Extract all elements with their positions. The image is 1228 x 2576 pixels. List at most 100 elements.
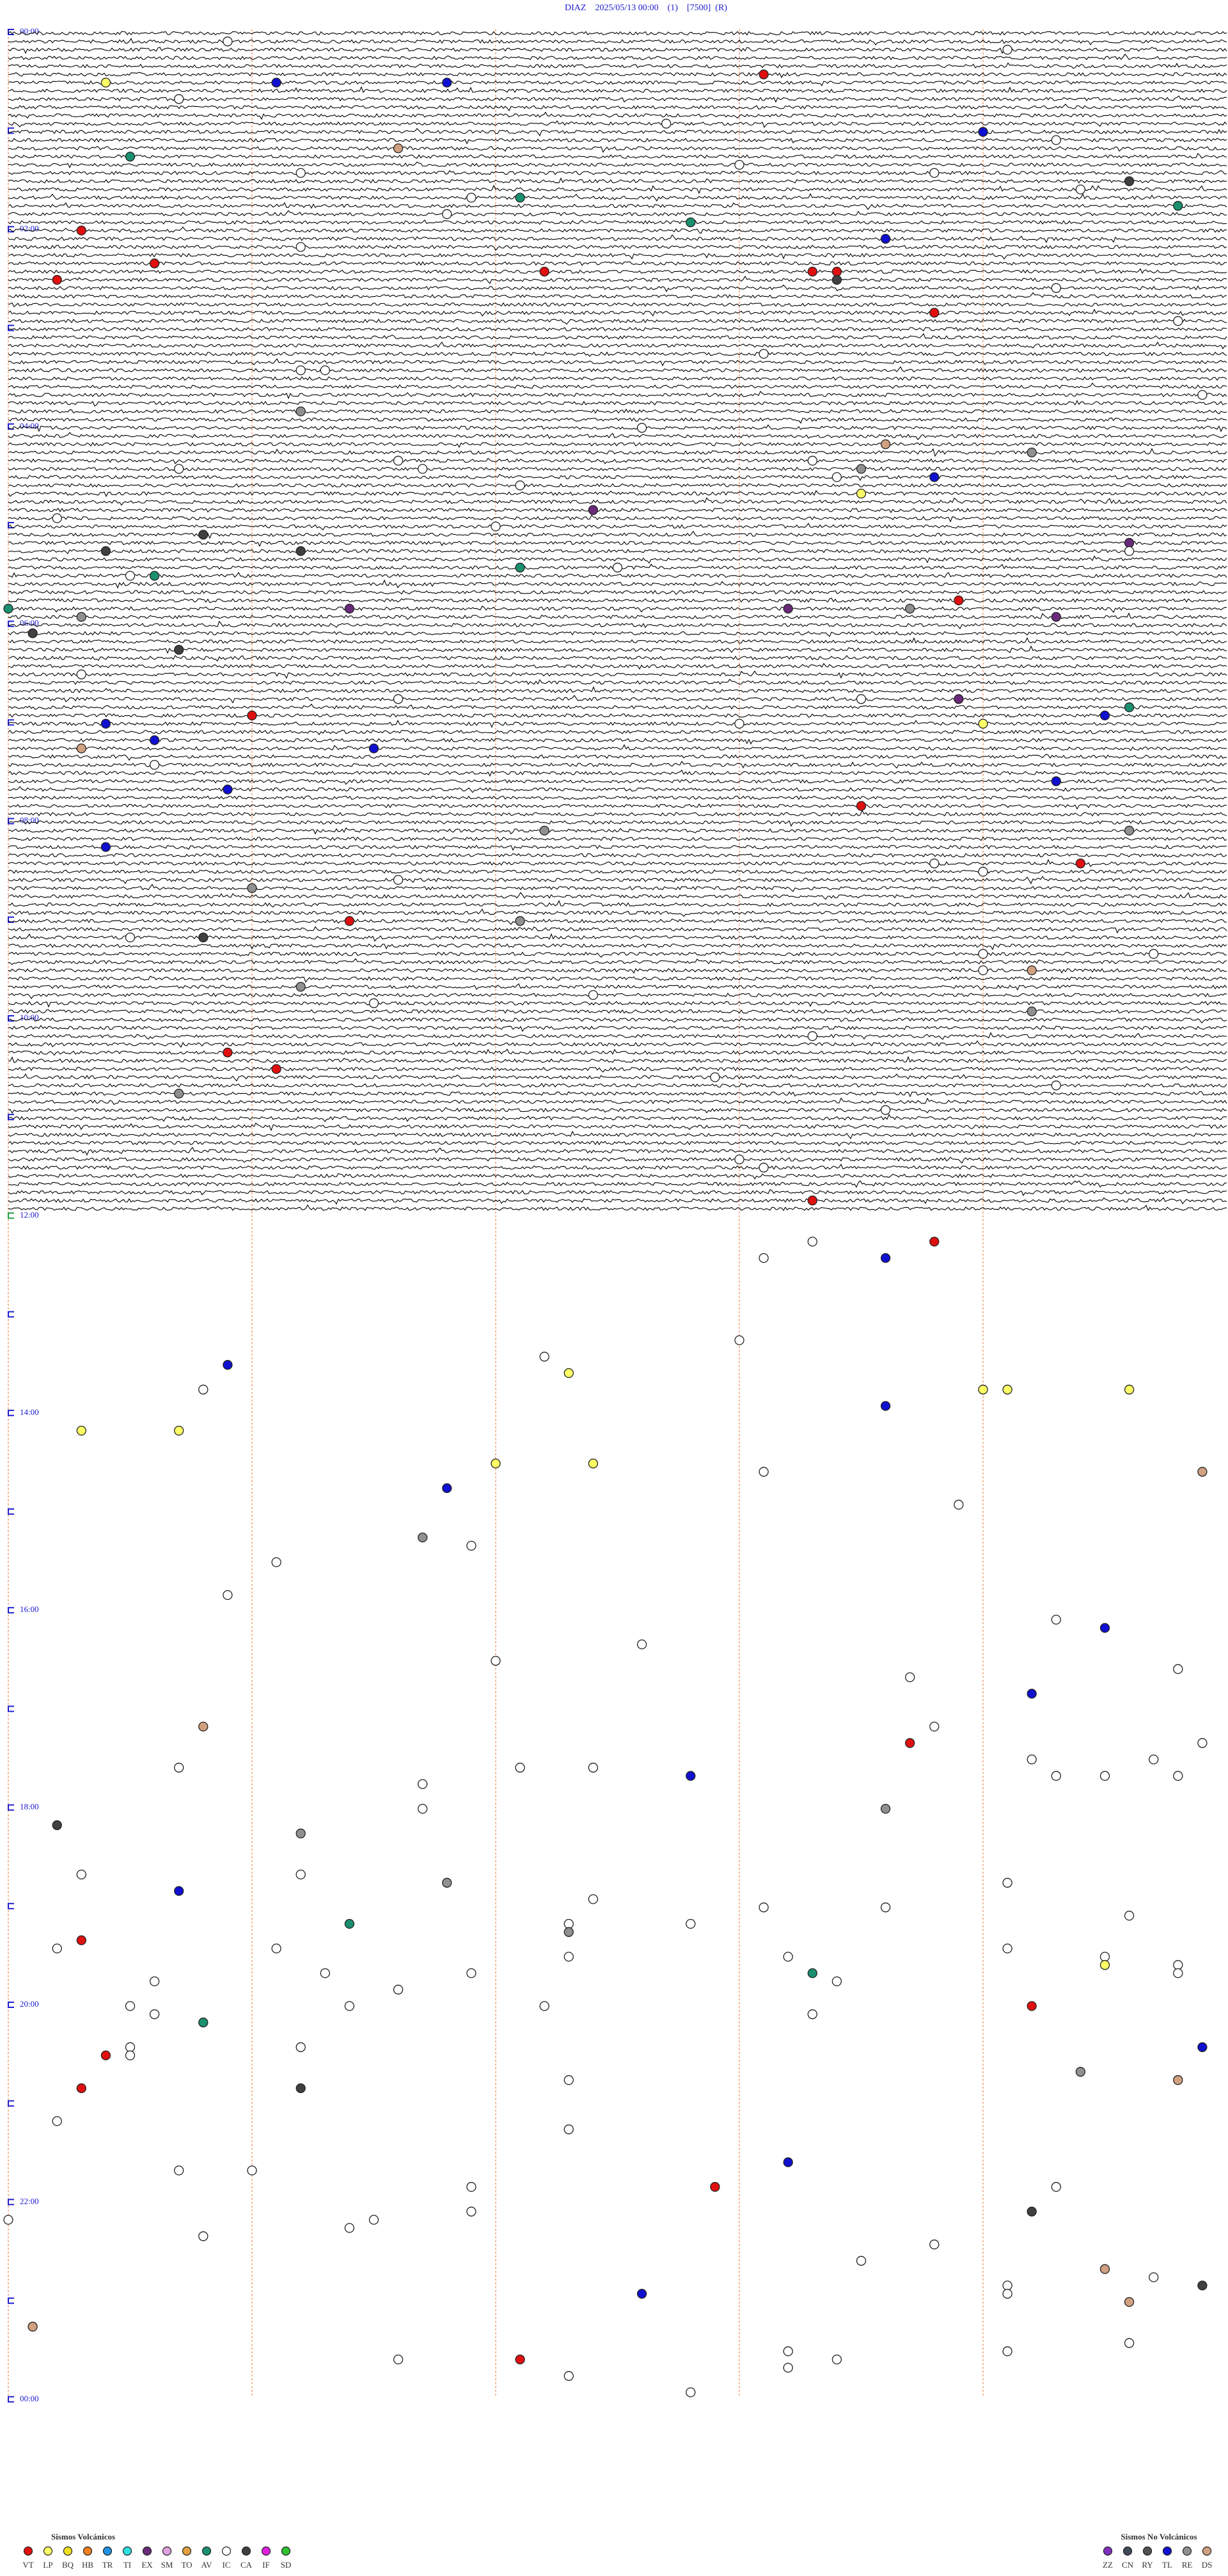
event-marker (636, 2289, 647, 2299)
event-marker (344, 603, 355, 614)
event-marker (759, 1162, 769, 1173)
trace (8, 530, 1227, 539)
event-marker (174, 94, 184, 104)
event-marker (28, 2321, 38, 2332)
trace (8, 541, 1227, 548)
trace (8, 908, 1227, 917)
legend-code: AV (201, 2560, 212, 2570)
event-marker (807, 455, 817, 466)
event-marker (734, 1335, 744, 1345)
trace (8, 390, 1227, 400)
event-marker (223, 784, 233, 794)
event-marker (491, 1655, 501, 1666)
hour-marker (8, 522, 14, 528)
event-marker (636, 1639, 647, 1650)
event-marker (125, 571, 136, 581)
event-marker (52, 1820, 62, 1830)
trace (8, 253, 1227, 260)
legend-swatch (281, 2546, 291, 2556)
event-marker (880, 1401, 891, 1411)
event-marker (1027, 1754, 1037, 1765)
legend-code: IF (262, 2560, 270, 2570)
trace (8, 1017, 1227, 1024)
legend-swatch (122, 2546, 132, 2556)
legend-swatch (1142, 2546, 1153, 2556)
hour-marker (8, 127, 14, 134)
trace (8, 201, 1227, 210)
trace (8, 744, 1227, 752)
event-marker (295, 981, 306, 992)
legend-swatch (43, 2546, 53, 2556)
trace (8, 1157, 1227, 1164)
event-marker (295, 242, 306, 252)
event-marker (295, 1869, 306, 1880)
event-marker (1197, 1467, 1208, 1477)
trace (8, 31, 1227, 36)
event-marker (125, 2001, 136, 2011)
event-marker (393, 694, 404, 704)
legend-code: RE (1182, 2560, 1193, 2570)
trace (8, 457, 1227, 464)
event-marker (1075, 858, 1086, 869)
event-marker (880, 439, 891, 450)
trace (8, 631, 1227, 637)
trace (8, 663, 1227, 670)
hour-marker (8, 1409, 14, 1416)
event-marker (1124, 546, 1135, 557)
event-marker (1149, 949, 1159, 959)
event-marker (1027, 1006, 1037, 1016)
event-marker (295, 2042, 306, 2052)
event-marker (320, 1968, 330, 1979)
trace (8, 926, 1227, 934)
trace (8, 943, 1227, 951)
event-marker (1173, 201, 1183, 211)
hour-marker (8, 916, 14, 923)
event-marker (76, 1935, 86, 1945)
event-marker (539, 266, 549, 277)
trace (8, 210, 1227, 217)
event-marker (1075, 2067, 1086, 2077)
event-marker (149, 759, 160, 770)
event-marker (149, 258, 160, 269)
event-marker (368, 998, 379, 1008)
trace (8, 358, 1227, 367)
event-marker (76, 743, 86, 754)
trace (8, 983, 1227, 991)
event-marker (954, 1499, 964, 1510)
event-marker (539, 825, 549, 836)
event-marker (149, 2009, 160, 2019)
event-marker (880, 1902, 891, 1913)
legend-code: TI (123, 2560, 131, 2570)
event-marker (100, 546, 111, 557)
event-marker (1099, 710, 1110, 721)
event-marker (223, 1360, 233, 1370)
trace (8, 555, 1227, 564)
event-marker (442, 209, 452, 219)
trace (8, 382, 1227, 390)
event-marker (563, 1927, 574, 1937)
trace (8, 858, 1227, 867)
legend-code: TL (1162, 2560, 1172, 2570)
trace (8, 1009, 1227, 1014)
event-marker (563, 2124, 574, 2135)
trace (8, 177, 1227, 184)
trace (8, 1048, 1227, 1056)
event-marker (1173, 2075, 1183, 2085)
event-marker (856, 694, 867, 704)
event-marker (271, 1064, 281, 1074)
trace (8, 120, 1227, 129)
trace (8, 654, 1227, 662)
legend-title: Sismos Volcánicos (51, 2532, 115, 2541)
traces (8, 31, 1227, 1212)
event-marker (563, 2075, 574, 2085)
event-marker (76, 669, 86, 679)
event-marker (1124, 1384, 1135, 1395)
event-marker (929, 858, 940, 869)
trace (8, 376, 1227, 381)
trace (8, 424, 1227, 432)
trace (8, 308, 1227, 317)
trace (8, 869, 1227, 874)
event-marker (1124, 538, 1135, 548)
event-marker (856, 488, 867, 499)
time-label: 22:00 (20, 2196, 39, 2206)
